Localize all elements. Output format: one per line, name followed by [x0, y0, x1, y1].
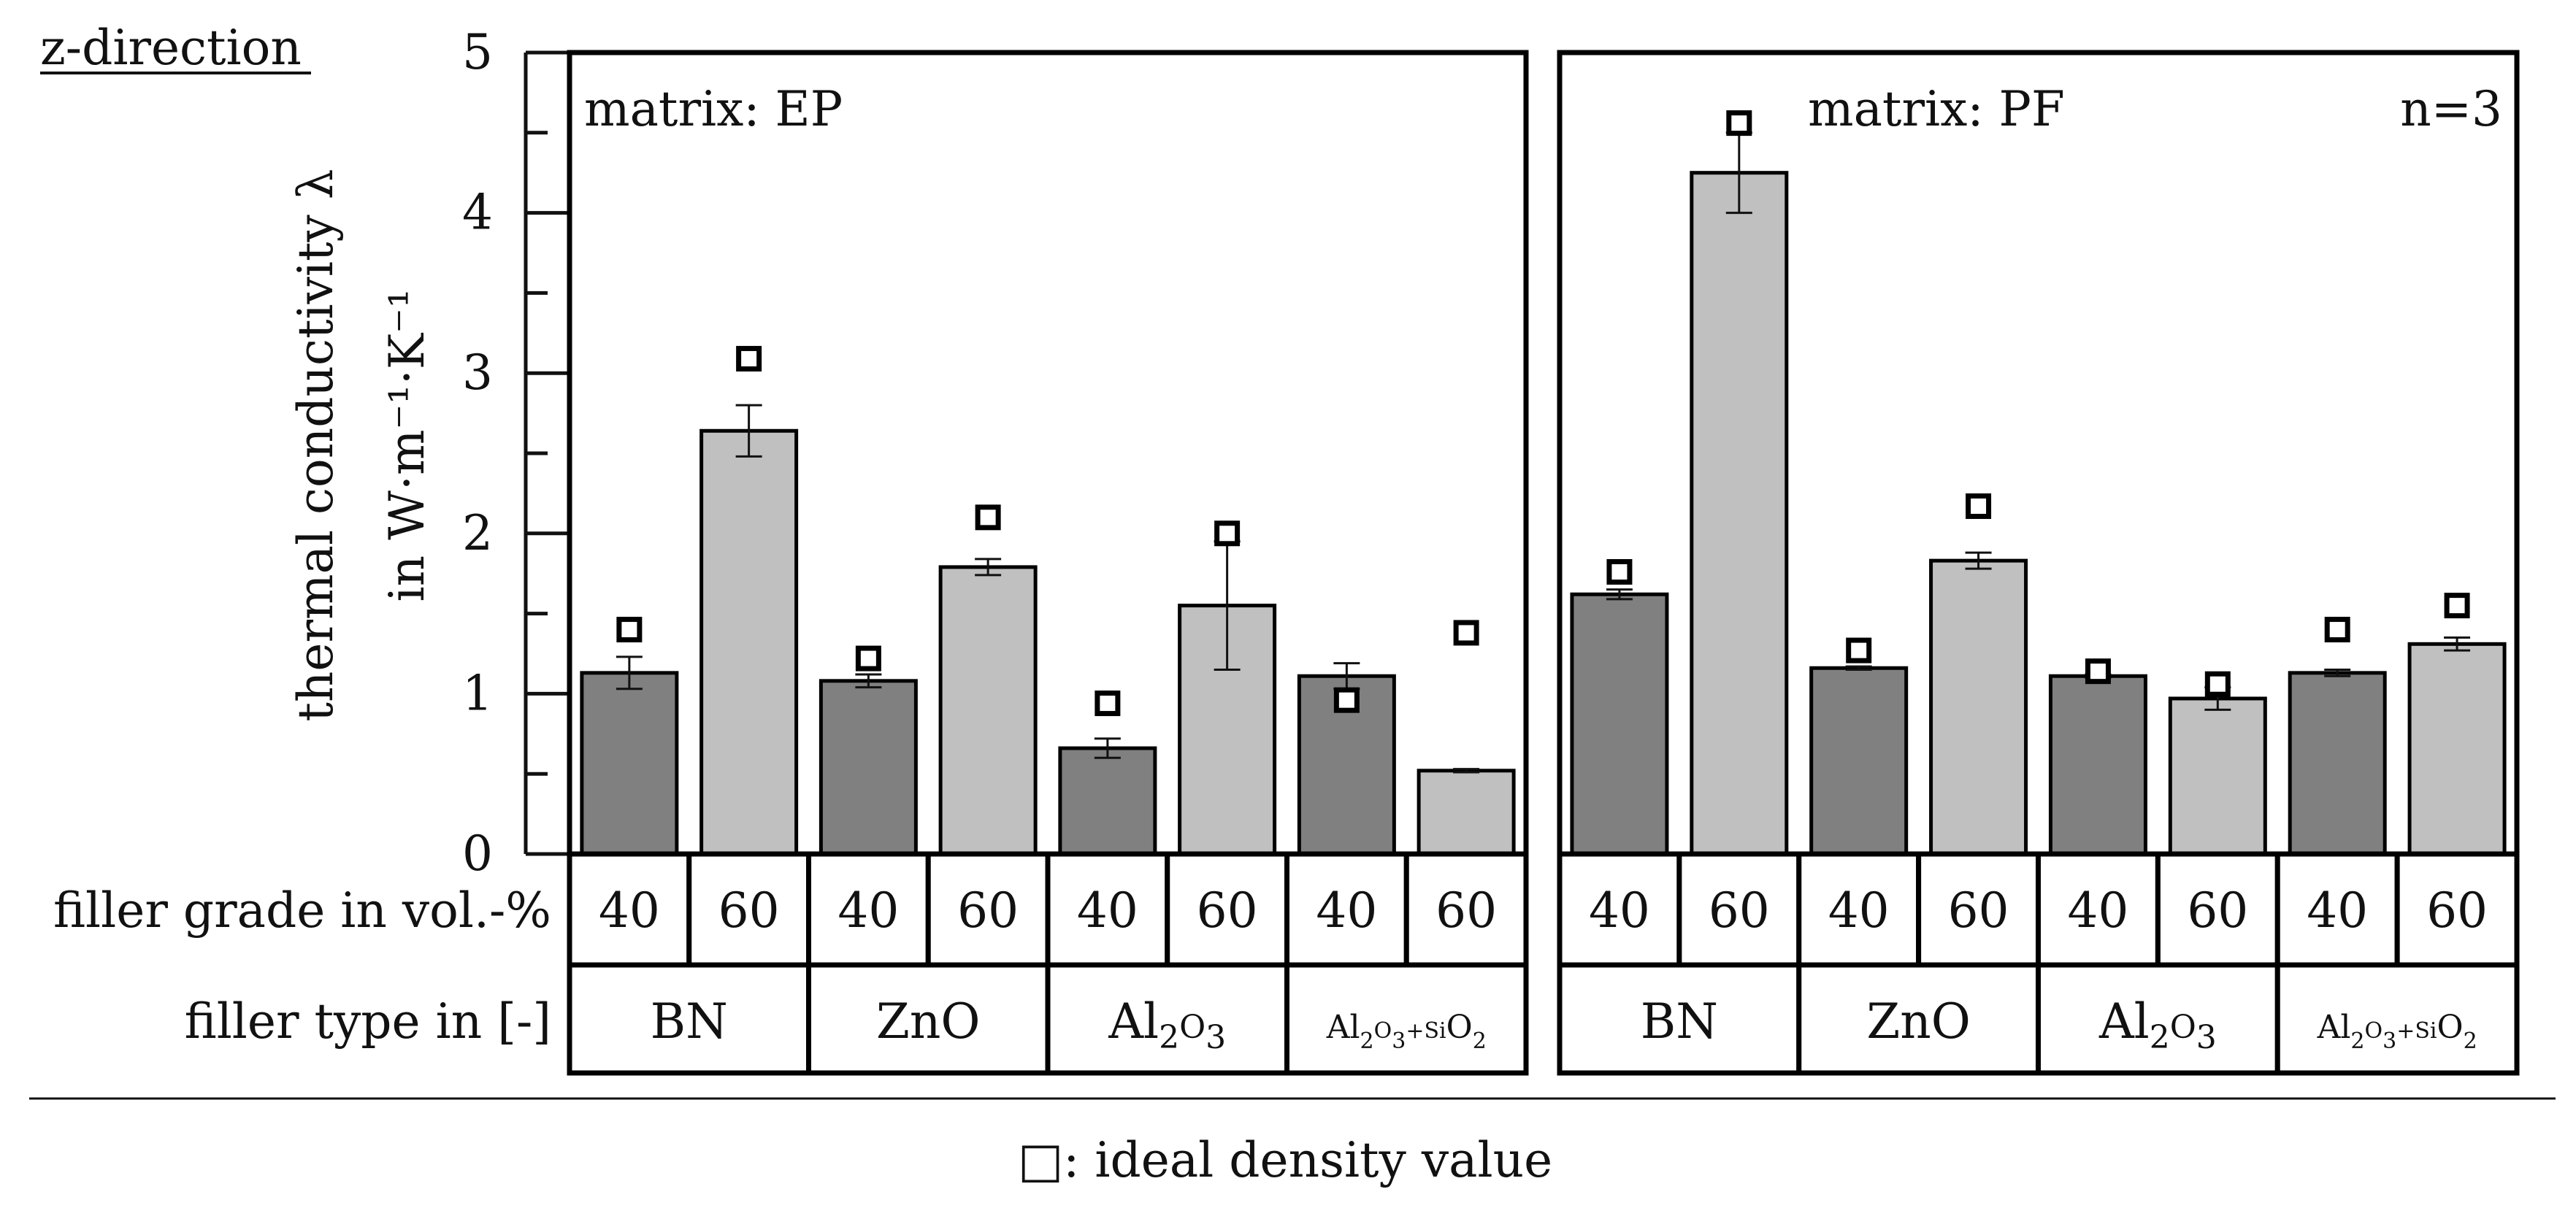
type-cell	[2036, 962, 2280, 1076]
grade-label: 40	[1828, 882, 1890, 939]
ideal-density-marker	[2204, 671, 2231, 697]
ideal-density-marker	[2444, 593, 2470, 619]
filler-type-label: BN	[1641, 993, 1718, 1050]
y-axis-label-line1: thermal conductivity λ	[288, 169, 344, 721]
type-cell	[1796, 962, 2041, 1076]
y-tick-label: 1	[462, 665, 493, 721]
bar	[938, 565, 1038, 856]
type-row-label: filler type in [-]	[185, 993, 551, 1050]
grade-label: 60	[1709, 882, 1770, 939]
bar	[2407, 642, 2507, 856]
ideal-density-marker	[1453, 620, 1479, 646]
bar	[699, 428, 799, 856]
bar	[819, 679, 918, 856]
ideal-density-marker	[855, 645, 881, 672]
grade-cell	[1165, 851, 1289, 968]
panel-title: matrix: PF	[1808, 81, 2065, 137]
grade-label: 60	[1435, 882, 1497, 939]
filler-type-label: Al2O3+SiO2	[2317, 1009, 2477, 1054]
bar	[2288, 671, 2387, 856]
ideal-density-marker	[1966, 493, 1992, 519]
sample-size-note: n=3	[2400, 81, 2502, 137]
grade-label: 60	[2187, 882, 2248, 939]
bar	[2048, 674, 2147, 856]
y-tick-label: 3	[462, 345, 493, 401]
type-cell	[1045, 962, 1289, 1076]
legend-text: □: ideal density value	[1018, 1132, 1552, 1188]
grade-label: 40	[599, 882, 660, 939]
type-cell	[806, 962, 1051, 1076]
ideal-density-marker	[1214, 520, 1241, 547]
direction-label: z-direction	[40, 20, 302, 76]
ideal-density-marker	[736, 345, 762, 372]
chart-panels: matrix: EP matrix: PF n=3	[567, 50, 2520, 857]
y-tick-label: 2	[462, 505, 493, 561]
y-tick-label: 4	[462, 185, 493, 241]
filler-type-label: Al2O3+SiO2	[1326, 1009, 1487, 1054]
grade-label: 60	[718, 882, 780, 939]
grade-cell	[2394, 851, 2520, 968]
bar	[1809, 666, 1909, 856]
filler-type-label: Al2O3	[1108, 993, 1226, 1056]
bar	[580, 671, 679, 856]
panel-pf: matrix: PF n=3	[1557, 50, 2520, 857]
filler-type-label: Al2O3	[2098, 993, 2217, 1056]
grade-cell	[1916, 851, 2041, 968]
ideal-density-marker	[2324, 617, 2350, 643]
filler-type-label: ZnO	[876, 993, 980, 1050]
grade-label: 60	[957, 882, 1019, 939]
type-cell	[1284, 962, 1529, 1076]
y-tick-label: 5	[462, 24, 493, 80]
ideal-density-marker	[1726, 110, 1752, 136]
grade-cell	[1284, 851, 1409, 968]
bar	[2168, 696, 2267, 856]
grade-label: 40	[837, 882, 899, 939]
ideal-density-marker	[1095, 690, 1121, 717]
panel-title: matrix: EP	[584, 81, 843, 137]
table-panel-pf: 40 60 40 60 40 60 40 60 BN ZnO Al2O3 Al2O3+SiO2	[1557, 851, 2520, 1076]
ideal-density-marker	[2085, 658, 2111, 685]
y-tick-label: 0	[462, 826, 493, 882]
ideal-density-marker	[975, 504, 1001, 531]
bar	[1417, 769, 1516, 856]
filler-type-label: BN	[651, 993, 728, 1050]
type-cell	[2274, 962, 2520, 1076]
grade-cell	[1403, 851, 1529, 968]
bar	[1690, 171, 1789, 856]
table-panel-ep: 40 60 40 60 40 60 40 60 BN ZnO Al2O3 Al2O3+SiO2	[567, 851, 1529, 1076]
filler-type-label: ZnO	[1866, 993, 1970, 1050]
grade-label: 60	[1948, 882, 2009, 939]
panel-ep: matrix: EP	[567, 50, 1529, 857]
ideal-density-marker	[1333, 687, 1360, 713]
ideal-density-marker	[1846, 637, 1872, 663]
y-axis: 0 1 2 3 4 5	[462, 24, 570, 882]
y-axis-label-line2: in W·m⁻¹·K⁻¹	[379, 289, 435, 602]
bar	[1570, 592, 1669, 856]
grade-label: 40	[1077, 882, 1138, 939]
ideal-density-marker	[616, 617, 643, 643]
grade-label: 60	[1197, 882, 1258, 939]
grade-row-label: filler grade in vol.-%	[53, 882, 551, 939]
filler-table: 40 60 40 60 40 60 40 60 BN ZnO Al2O3 Al2O3+SiO2 40 60…	[567, 851, 2520, 1076]
grade-label: 40	[1589, 882, 1650, 939]
bar	[1929, 558, 2028, 856]
grade-label: 40	[2307, 882, 2368, 939]
grade-label: 40	[2067, 882, 2128, 939]
grade-cell	[567, 851, 692, 968]
grade-label: 60	[2426, 882, 2488, 939]
bar	[1058, 746, 1157, 856]
grade-cell	[925, 851, 1051, 968]
grade-label: 40	[1316, 882, 1377, 939]
ideal-density-marker	[1606, 559, 1633, 585]
